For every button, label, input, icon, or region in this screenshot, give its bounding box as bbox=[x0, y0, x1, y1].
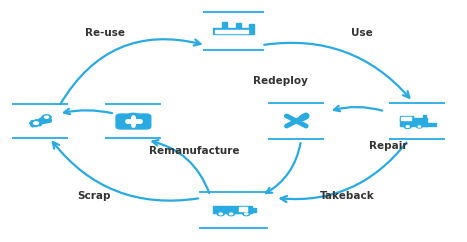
Bar bbox=[423, 115, 426, 126]
Circle shape bbox=[406, 126, 409, 127]
Text: Repair: Repair bbox=[368, 141, 407, 151]
Circle shape bbox=[418, 126, 421, 127]
Circle shape bbox=[34, 122, 39, 124]
Circle shape bbox=[217, 212, 224, 216]
Bar bbox=[222, 22, 227, 28]
Circle shape bbox=[31, 124, 34, 126]
Text: Takeback: Takeback bbox=[320, 191, 375, 201]
Bar bbox=[401, 117, 411, 121]
Bar bbox=[426, 123, 436, 124]
Bar bbox=[249, 24, 255, 28]
Circle shape bbox=[304, 115, 308, 117]
Circle shape bbox=[230, 213, 233, 215]
Circle shape bbox=[42, 115, 51, 120]
Bar bbox=[236, 30, 248, 33]
Bar bbox=[212, 206, 238, 213]
Circle shape bbox=[31, 121, 41, 126]
Circle shape bbox=[39, 124, 41, 126]
Circle shape bbox=[285, 125, 288, 127]
Circle shape bbox=[228, 212, 234, 216]
Circle shape bbox=[404, 125, 411, 128]
Circle shape bbox=[219, 213, 222, 215]
Circle shape bbox=[417, 125, 422, 128]
Bar bbox=[237, 206, 252, 213]
Circle shape bbox=[305, 125, 307, 127]
Text: Redeploy: Redeploy bbox=[253, 76, 307, 86]
FancyArrowPatch shape bbox=[64, 109, 112, 114]
FancyArrowPatch shape bbox=[266, 143, 301, 193]
Circle shape bbox=[245, 213, 248, 215]
Circle shape bbox=[284, 115, 289, 117]
FancyArrowPatch shape bbox=[264, 43, 409, 98]
Circle shape bbox=[39, 121, 41, 122]
Text: Re-use: Re-use bbox=[85, 28, 126, 38]
Bar bbox=[212, 28, 255, 34]
Text: Use: Use bbox=[351, 28, 372, 38]
Circle shape bbox=[243, 212, 250, 216]
Circle shape bbox=[40, 122, 42, 124]
Bar bbox=[426, 125, 436, 126]
FancyBboxPatch shape bbox=[116, 114, 151, 129]
Text: Remanufacture: Remanufacture bbox=[149, 146, 239, 156]
FancyArrowPatch shape bbox=[53, 142, 198, 201]
Bar bbox=[226, 30, 237, 33]
FancyArrowPatch shape bbox=[153, 140, 209, 193]
Text: Scrap: Scrap bbox=[77, 191, 111, 201]
FancyArrowPatch shape bbox=[334, 106, 382, 111]
Bar bbox=[239, 207, 247, 211]
Circle shape bbox=[35, 125, 37, 127]
Bar bbox=[236, 23, 241, 28]
FancyArrowPatch shape bbox=[60, 39, 200, 104]
Circle shape bbox=[44, 116, 49, 118]
Circle shape bbox=[31, 121, 34, 122]
Circle shape bbox=[35, 120, 37, 121]
Bar bbox=[400, 118, 427, 126]
FancyArrowPatch shape bbox=[281, 143, 406, 202]
Bar bbox=[400, 116, 412, 121]
Bar bbox=[250, 208, 255, 212]
Circle shape bbox=[29, 122, 32, 124]
Bar bbox=[215, 30, 227, 33]
